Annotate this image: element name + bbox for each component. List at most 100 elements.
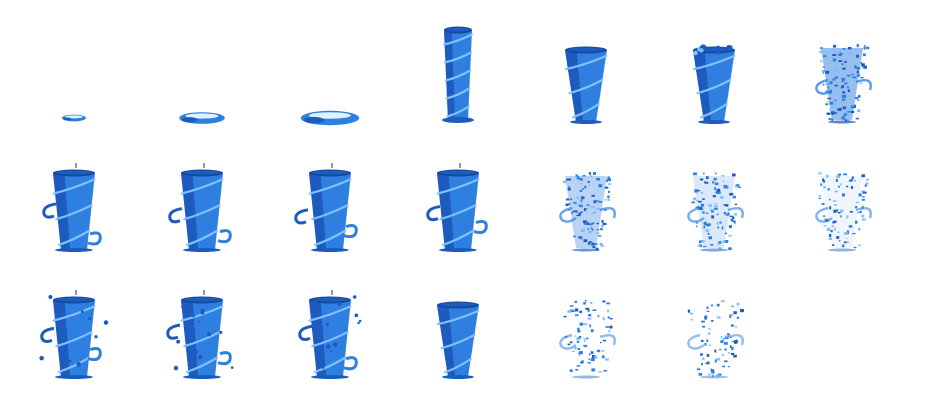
burst-fragment: [589, 241, 593, 244]
sprite-puddle: [62, 114, 86, 122]
burst-fragment: [857, 99, 860, 101]
burst-fragment: [863, 45, 866, 47]
burst-fragment: [575, 314, 579, 317]
burst-fragment: [839, 107, 842, 111]
burst-fragment: [825, 70, 830, 74]
burst-fragment: [722, 353, 724, 357]
spiral-band: [444, 69, 472, 82]
burst-fragment: [579, 204, 583, 208]
burst-fragment: [828, 118, 832, 120]
burst-fragment: [708, 236, 712, 240]
burst-fragment: [699, 240, 702, 244]
burst-fragment: [563, 180, 567, 184]
burst-fragment: [588, 314, 592, 317]
burst-fragment: [596, 222, 599, 225]
burst-fragment: [571, 211, 574, 214]
burst-fragment: [588, 184, 591, 187]
burst-fragment: [581, 196, 585, 200]
burst-fragment: [856, 44, 859, 48]
burst-fragment: [578, 335, 582, 339]
burst-fragment: [849, 211, 853, 213]
mist-droplet: [192, 314, 196, 318]
burst-fragment: [705, 182, 709, 184]
mist-droplet: [198, 320, 201, 323]
side-loop-right: [599, 334, 616, 346]
burst-fragment: [832, 78, 836, 81]
burst-fragment: [693, 172, 697, 176]
burst-fragment: [596, 229, 600, 231]
burst-fragment: [833, 103, 837, 107]
burst-fragment: [704, 318, 707, 320]
tornado-base: [55, 375, 93, 379]
burst-fragment: [591, 229, 594, 231]
burst-fragment: [586, 222, 590, 226]
burst-fragment: [593, 211, 596, 214]
burst-fragment: [697, 205, 699, 209]
burst-fragment: [610, 318, 613, 320]
burst-fragment: [578, 354, 581, 356]
burst-fragment: [588, 358, 591, 361]
burst-fragment: [728, 225, 732, 229]
mist-droplet: [39, 355, 44, 361]
burst-fragment: [719, 221, 722, 224]
burst-fragment: [581, 188, 585, 190]
side-loop-right: [727, 334, 744, 346]
burst-fragment: [854, 65, 857, 69]
sprite-frame-r1-c4: [522, 128, 650, 256]
burst-fragment: [855, 220, 858, 224]
burst-fragment: [822, 178, 825, 182]
burst-fragment: [734, 326, 738, 328]
burst-fragment: [838, 53, 840, 56]
burst-fragment: [841, 63, 844, 66]
burst-fragment: [857, 67, 861, 70]
tornado-base: [572, 375, 600, 379]
burst-fragment: [723, 342, 728, 345]
burst-fragment: [604, 209, 607, 211]
burst-fragment: [714, 207, 718, 210]
burst-fragment: [714, 182, 719, 186]
burst-fragment: [819, 50, 822, 54]
sprite-frame-r1-c5: [650, 128, 778, 256]
spiral-band: [183, 203, 221, 221]
burst-fragment: [696, 190, 701, 192]
burst-fragment: [695, 225, 698, 228]
tornado-base: [700, 375, 728, 379]
burst-fragment: [583, 344, 587, 347]
burst-fragment: [563, 315, 567, 318]
burst-fragment: [580, 201, 584, 203]
spiral-band: [311, 330, 349, 348]
burst-fragment: [822, 66, 825, 68]
burst-fragment: [861, 214, 865, 218]
burst-fragment: [580, 361, 584, 364]
burst-fragment: [607, 316, 610, 319]
burst-fragment: [580, 236, 583, 240]
sprite-puddle: [179, 112, 225, 124]
mist-droplet: [58, 350, 63, 355]
mist-droplet: [76, 362, 82, 367]
burst-fragment: [834, 190, 838, 193]
burst-fragment: [729, 316, 732, 318]
burst-fragment: [842, 81, 846, 84]
burst-fragment: [579, 310, 583, 314]
burst-fragment: [704, 343, 707, 346]
burst-fragment: [731, 305, 735, 308]
burst-fragment: [829, 104, 834, 108]
burst-fragment: [823, 225, 827, 227]
burst-fragment: [841, 116, 846, 120]
burst-fragment: [840, 183, 842, 186]
burst-fragment: [567, 343, 571, 346]
mist-droplet: [316, 321, 320, 325]
side-loop-left: [687, 206, 705, 223]
burst-fragment: [847, 111, 851, 113]
burst-fragment: [862, 205, 864, 208]
puddle-shadow: [63, 117, 72, 121]
burst-fragment: [578, 236, 581, 239]
burst-fragment: [585, 208, 588, 212]
spiral-band: [700, 102, 728, 119]
spiral-band: [311, 203, 349, 221]
burst-fragment: [736, 302, 740, 306]
spiral-band: [52, 178, 96, 195]
burst-fragment: [732, 340, 735, 343]
burst-fragment: [724, 336, 729, 339]
burst-fragment: [601, 220, 604, 224]
